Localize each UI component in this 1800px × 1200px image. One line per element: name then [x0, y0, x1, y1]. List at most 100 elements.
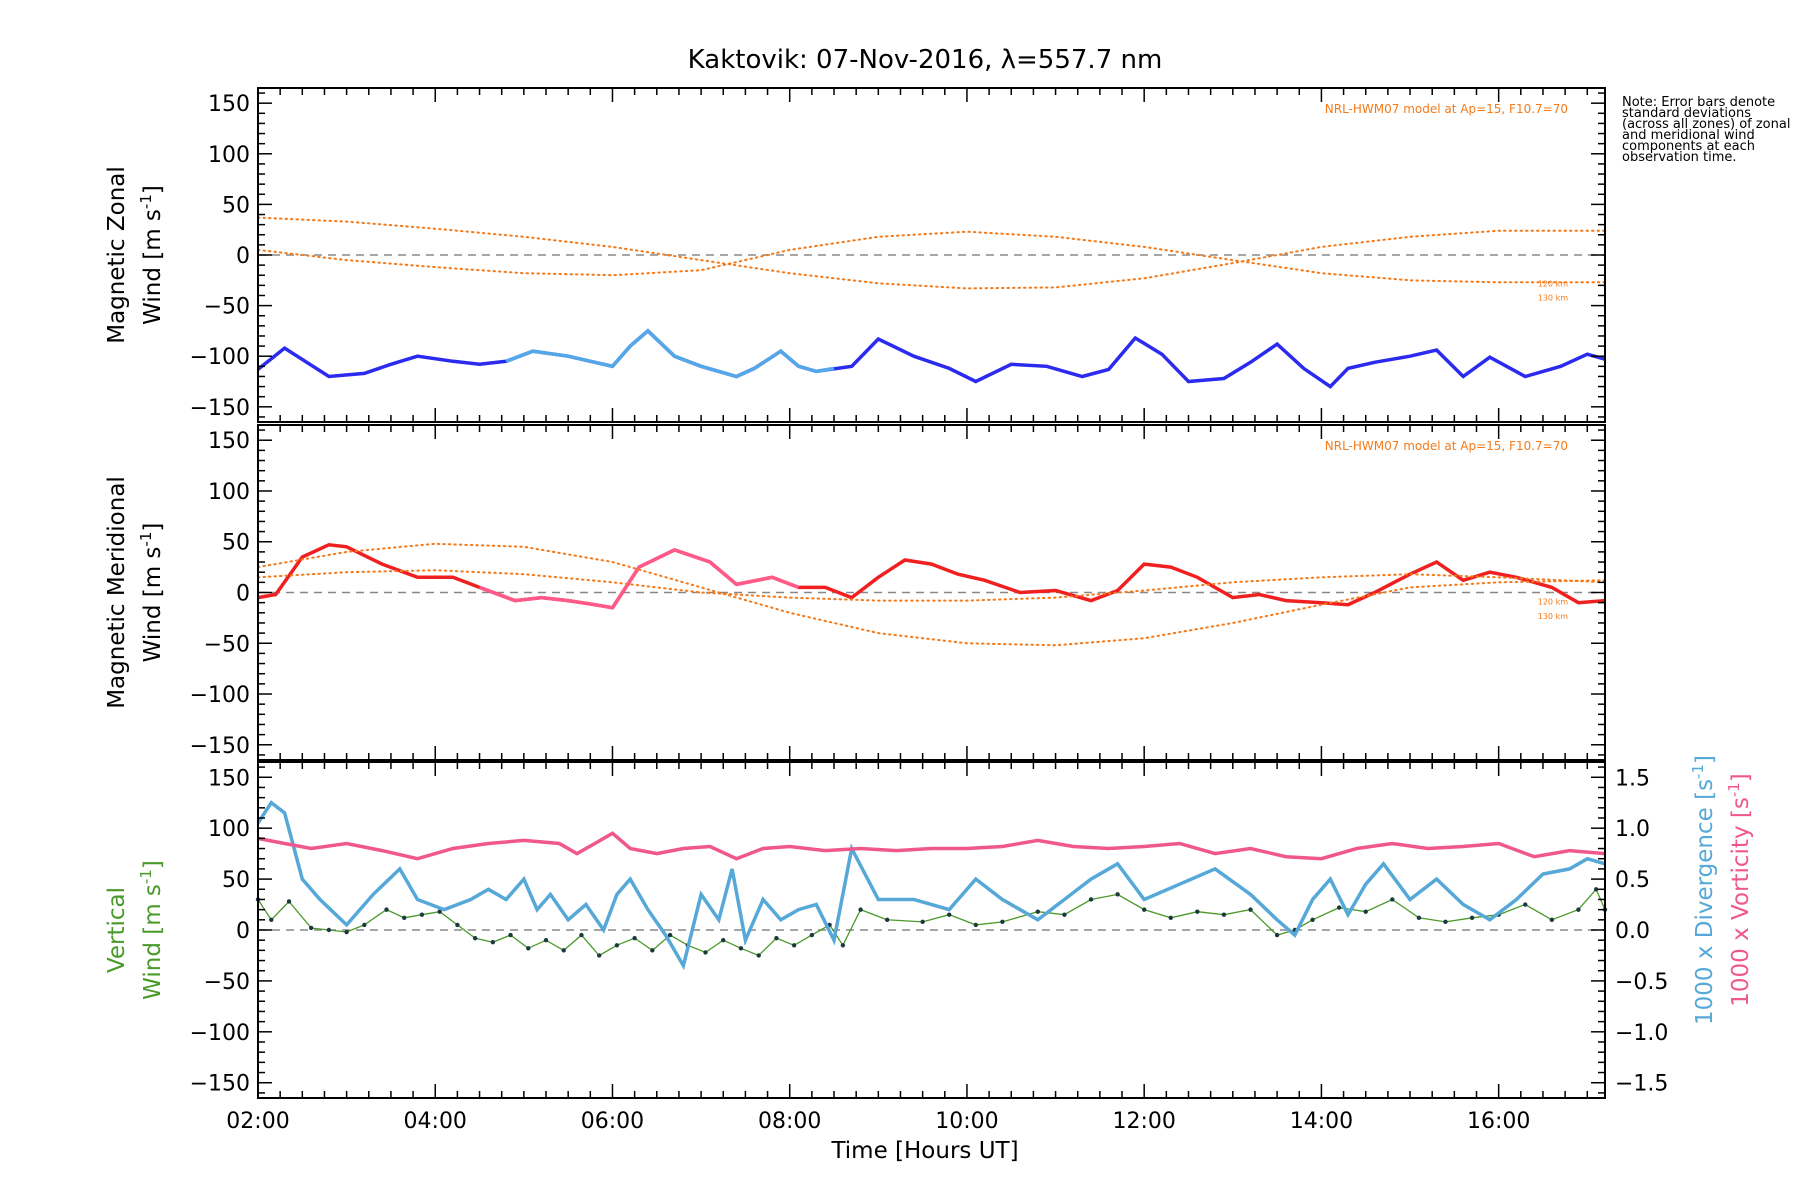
y-tick-label: −100 — [190, 345, 250, 370]
vertical-wind-point — [437, 909, 442, 914]
y-tick-label: 0 — [236, 582, 250, 607]
y-tick-label: 100 — [208, 143, 250, 168]
vertical-wind-point — [362, 922, 367, 928]
vertical-wind-point — [840, 943, 846, 948]
y-label-superscript: -1 — [137, 532, 155, 547]
y-tick-label: −50 — [204, 295, 250, 320]
y-tick-label: 150 — [208, 92, 250, 117]
vertical-wind-point — [947, 912, 952, 917]
vertical-wind-point — [384, 907, 389, 912]
vertical-wind-point — [419, 912, 425, 917]
x-axis-label: Time [Hours UT] — [830, 1138, 1018, 1164]
vertical-wind-point — [269, 917, 274, 923]
model-label: NRL-HWM07 model at Ap=15, F10.7=70 — [1325, 102, 1568, 116]
vertical-wind-point — [1443, 919, 1448, 925]
vertical-wind-point — [326, 927, 332, 933]
vertical-wind-point — [738, 946, 744, 951]
x-tick-label: 16:00 — [1467, 1109, 1530, 1134]
vertical-wind-point — [308, 925, 314, 931]
y-label-text: Wind [m s — [140, 547, 166, 663]
vertical-wind-point — [973, 922, 979, 928]
model-altitude-label: 120 km — [1538, 279, 1568, 288]
vertical-wind-point — [1035, 909, 1041, 914]
series-line-vertical-divergence — [256, 800, 1606, 971]
series-line-meridional-model_130km — [257, 569, 1606, 602]
vertical-wind-point — [858, 907, 863, 912]
vertical-wind-point — [508, 932, 513, 938]
vertical-wind-point — [472, 935, 478, 941]
y-axis-label-line1: Vertical — [104, 887, 130, 973]
y-label-bracket: ] — [140, 523, 166, 532]
vertical-wind-point — [1390, 897, 1395, 902]
y-tick-label: 0 — [236, 244, 250, 269]
vertical-wind-point — [1248, 907, 1253, 912]
error-bar-note: Note: Error bars denote standard deviati… — [1622, 95, 1791, 165]
vertical-wind-point — [1000, 919, 1005, 925]
panels-group: −150 −100 −50 0 50 100 150 Magnetic Zonal Wind [… — [104, 87, 1754, 1134]
vertical-wind-point — [1310, 917, 1315, 923]
vertical-wind-point — [721, 937, 726, 943]
divergence-axis-label: 1000 x Divergence [s-1] — [1689, 755, 1718, 1025]
figure-title: Kaktovik: 07-Nov-2016, λ=557.7 nm — [688, 45, 1163, 75]
y-tick-label: −100 — [190, 1021, 250, 1046]
vertical-wind-point — [490, 940, 496, 945]
y2-tick-label: 0.0 — [1615, 919, 1650, 944]
vertical-wind-point — [1221, 912, 1227, 917]
vertical-wind-point — [596, 953, 602, 958]
vertical-wind-point — [344, 929, 349, 935]
y-axis-label-line2: Wind [m s-1] — [137, 860, 166, 1000]
vertical-wind-point — [756, 953, 761, 958]
y2-tick-label: 0.5 — [1615, 868, 1650, 893]
y-tick-label: −50 — [204, 632, 250, 657]
y-tick-label: −150 — [190, 1072, 250, 1097]
x-tick-label: 14:00 — [1290, 1109, 1353, 1134]
y-tick-label: −150 — [190, 734, 250, 759]
vertical-wind-point — [1576, 907, 1581, 912]
vertical-wind-point — [1274, 932, 1280, 938]
model-altitude-label: 120 km — [1538, 598, 1568, 607]
divergence-axis-label-text: 1000 x Divergence [s — [1692, 779, 1718, 1025]
y-label-superscript: -1 — [137, 869, 155, 884]
vertical-wind-point — [1363, 909, 1368, 914]
y-tick-label: 150 — [208, 766, 250, 791]
vertical-wind-point — [1168, 915, 1173, 920]
vorticity-axis-label-text: 1000 x Vorticity [s — [1728, 797, 1754, 1007]
series-line-vertical-vorticity — [257, 831, 1606, 861]
y-tick-label: −50 — [204, 970, 250, 995]
vertical-wind-point — [1062, 912, 1067, 917]
y2-tick-label: −0.5 — [1615, 970, 1668, 995]
y-tick-label: 150 — [208, 429, 250, 454]
vertical-wind-point — [632, 935, 637, 941]
y-axis-label-line2: Wind [m s-1] — [137, 523, 166, 663]
vertical-wind-point — [1195, 909, 1200, 914]
x-tick-label: 06:00 — [581, 1109, 644, 1134]
y-tick-label: −150 — [190, 396, 250, 421]
y2-tick-label: 1.5 — [1615, 766, 1650, 791]
y-axis-label-line1: Magnetic Zonal — [104, 166, 130, 344]
y2-tick-label: −1.5 — [1615, 1072, 1668, 1097]
vorticity-axis-label-bracket: ] — [1728, 773, 1754, 782]
vertical-wind-point — [667, 932, 673, 938]
vertical-wind-point — [1416, 915, 1422, 920]
model-altitude-label: 130 km — [1538, 293, 1568, 302]
series-line-zonal-mean_wind_highlight — [505, 328, 835, 379]
y-label-text: Wind [m s — [140, 209, 166, 325]
y-tick-label: 50 — [222, 193, 250, 218]
x-tick-label: 08:00 — [758, 1109, 821, 1134]
vertical-wind-point — [1469, 915, 1475, 920]
x-tick-label: 04:00 — [404, 1109, 467, 1134]
vertical-wind-point — [1141, 907, 1147, 912]
y2-tick-label: −1.0 — [1615, 1021, 1668, 1046]
vertical-wind-point — [1336, 905, 1342, 910]
y-tick-label: 100 — [208, 817, 250, 842]
series-line-meridional-mean_wind_highlight — [478, 548, 800, 610]
y-label-superscript: -1 — [137, 194, 155, 209]
vertical-wind-point — [791, 943, 797, 948]
vertical-wind-point — [650, 948, 655, 953]
vertical-wind-point — [455, 922, 460, 928]
y-label-bracket: ] — [140, 185, 166, 194]
y-tick-label: 100 — [208, 480, 250, 505]
vertical-wind-point — [703, 950, 708, 955]
series-line-meridional-model_120km — [257, 542, 1606, 647]
y-axis-label-line1: Magnetic Meridional — [104, 476, 130, 709]
